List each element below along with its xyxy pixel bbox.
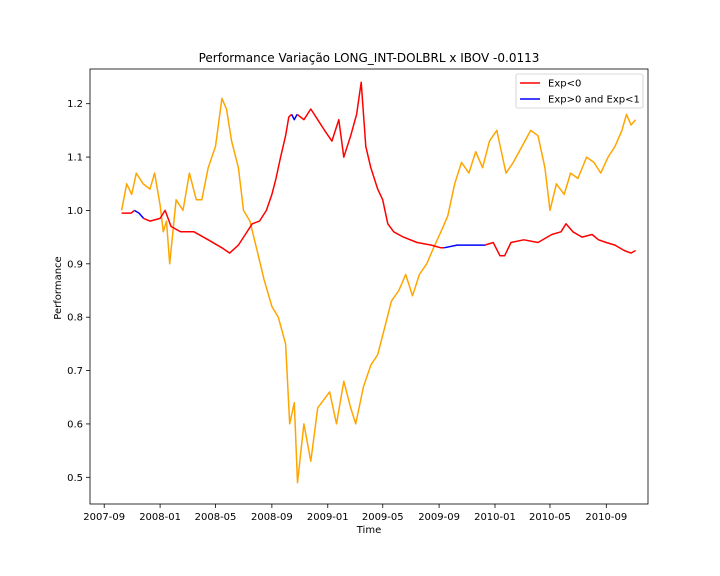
exposure-segment-blue [443, 244, 485, 249]
y-tick-label: 1.0 [67, 206, 83, 217]
exposure-segment-red [143, 113, 293, 254]
legend-label: Exp>0 and Exp<1 [548, 95, 640, 106]
x-tick-label: 2009-09 [418, 512, 460, 523]
x-tick-label: 2010-01 [474, 512, 516, 523]
chart-title: Performance Variação LONG_INT-DOLBRL x I… [199, 51, 540, 65]
x-tick-label: 2007-09 [83, 512, 125, 523]
legend-label: Exp<0 [548, 79, 581, 90]
y-axis: 0.5 0.6 0.7 0.8 0.9 1.0 1.1 1.2 [67, 99, 90, 484]
series-layer [120, 81, 637, 484]
x-tick-label: 2008-01 [139, 512, 181, 523]
legend-box [515, 73, 644, 109]
exposure-segment-blue [134, 209, 145, 219]
y-tick-label: 0.8 [67, 313, 83, 324]
x-tick-label: 2008-09 [251, 512, 293, 523]
x-axis-label: Time [356, 525, 381, 536]
y-tick-label: 1.1 [67, 153, 83, 164]
exposure-segment-red [296, 81, 445, 249]
y-tick-label: 0.5 [67, 473, 83, 484]
y-tick-label: 0.7 [67, 366, 83, 377]
legend: Exp<0 Exp>0 and Exp<1 [515, 73, 644, 109]
series-line-orange [120, 97, 637, 484]
exposure-segment-red [121, 209, 135, 214]
y-axis-label: Performance [53, 256, 64, 319]
plot-frame [89, 68, 649, 505]
x-axis: 2007-09 2008-01 2008-05 2008-09 2009-01 2009-… [83, 504, 627, 523]
x-tick-label: 2009-05 [362, 512, 404, 523]
y-tick-label: 0.9 [67, 259, 83, 270]
x-tick-label: 2010-05 [529, 512, 571, 523]
x-tick-label: 2010-09 [585, 512, 627, 523]
y-tick-label: 0.6 [67, 419, 83, 430]
x-tick-label: 2009-01 [307, 512, 349, 523]
x-tick-label: 2008-05 [195, 512, 237, 523]
exposure-segment-red [484, 223, 636, 257]
y-tick-label: 1.2 [67, 99, 83, 110]
exposure-segment-blue [290, 114, 298, 121]
